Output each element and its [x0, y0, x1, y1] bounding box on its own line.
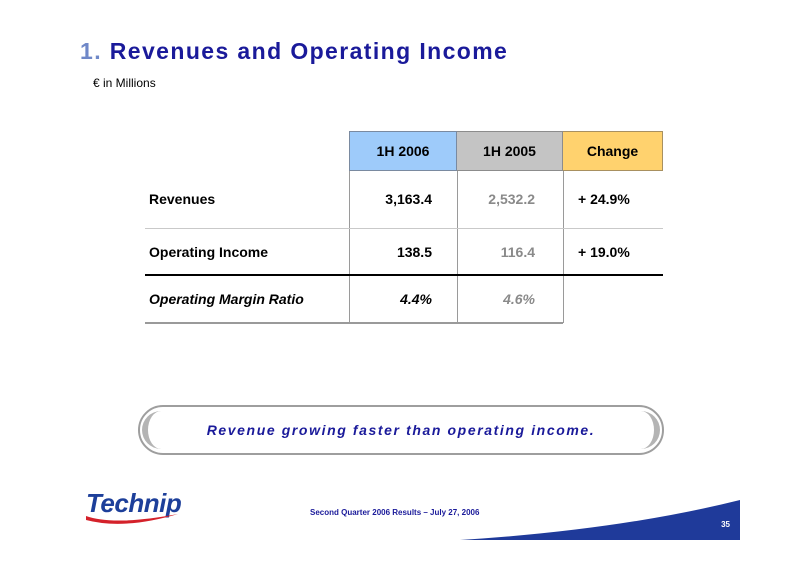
- slide-title: 1. Revenues and Operating Income: [80, 38, 508, 65]
- row-label-revenues: Revenues: [149, 191, 216, 207]
- operating-income-change: + 19.0%: [578, 244, 630, 260]
- row-divider: [145, 228, 663, 229]
- row-label-operating-income: Operating Income: [149, 244, 269, 260]
- row-divider: [145, 322, 563, 324]
- page-number: 35: [721, 520, 730, 529]
- slide-title-text: Revenues and Operating Income: [109, 38, 509, 64]
- revenues-change: + 24.9%: [578, 191, 630, 207]
- row-label-operating-margin-ratio: Operating Margin Ratio: [149, 291, 304, 307]
- footer-wedge-decoration: [460, 500, 740, 540]
- footer-caption: Second Quarter 2006 Results – July 27, 2…: [310, 508, 480, 517]
- operating-margin-1h-2005: 4.6%: [503, 291, 535, 307]
- revenues-1h-2006: 3,163.4: [385, 191, 432, 207]
- technip-logo: Technip: [86, 488, 182, 518]
- logo-swoosh-icon: [86, 514, 178, 524]
- slide-title-number: 1.: [80, 38, 102, 64]
- currency-note: € in Millions: [93, 76, 156, 90]
- revenues-1h-2005: 2,532.2: [488, 191, 535, 207]
- key-message-banner: Revenue growing faster than operating in…: [138, 405, 664, 455]
- header-1h-2006: 1H 2006: [349, 131, 457, 171]
- header-1h-2005: 1H 2005: [457, 131, 563, 171]
- row-divider: [145, 274, 663, 276]
- operating-income-1h-2005: 116.4: [500, 244, 535, 260]
- column-divider: [349, 171, 350, 323]
- operating-margin-1h-2006: 4.4%: [400, 291, 432, 307]
- operating-income-1h-2006: 138.5: [396, 244, 432, 260]
- key-message-text: Revenue growing faster than operating in…: [206, 422, 596, 438]
- header-change: Change: [563, 131, 663, 171]
- column-divider: [457, 171, 458, 323]
- column-divider: [563, 171, 564, 323]
